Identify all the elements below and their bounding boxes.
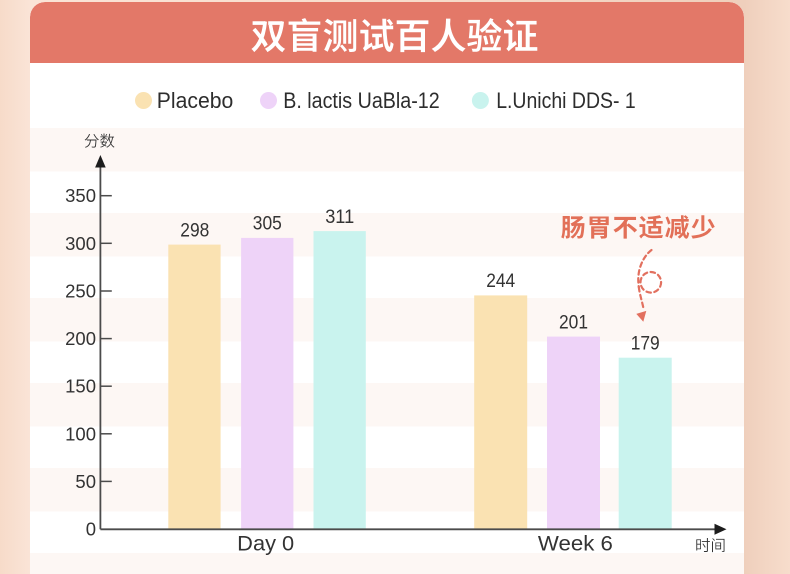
svg-text:50: 50 (75, 471, 96, 492)
svg-text:Day 0: Day 0 (237, 532, 294, 556)
svg-text:244: 244 (486, 271, 515, 292)
svg-text:311: 311 (325, 207, 354, 228)
svg-text:L.Unichi DDS- 1: L.Unichi DDS- 1 (496, 88, 636, 113)
svg-text:200: 200 (65, 328, 96, 349)
svg-text:350: 350 (65, 185, 96, 206)
svg-text:Week 6: Week 6 (538, 532, 613, 556)
svg-text:305: 305 (253, 214, 282, 235)
svg-text:100: 100 (65, 423, 96, 444)
svg-text:0: 0 (86, 519, 96, 540)
svg-text:B. lactis UaBla-12: B. lactis UaBla-12 (283, 88, 440, 113)
svg-text:298: 298 (180, 220, 209, 241)
svg-text:201: 201 (559, 312, 588, 333)
svg-text:Placebo: Placebo (157, 88, 234, 113)
svg-text:150: 150 (65, 376, 96, 397)
svg-text:179: 179 (631, 333, 660, 354)
svg-text:250: 250 (65, 281, 96, 302)
svg-text:300: 300 (65, 233, 96, 254)
